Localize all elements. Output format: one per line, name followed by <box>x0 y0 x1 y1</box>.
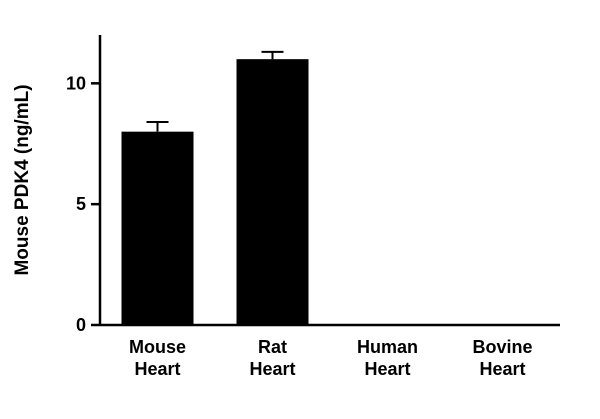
x-category-label: Heart <box>479 359 525 379</box>
x-category-label: Rat <box>258 337 287 357</box>
x-category-label: Human <box>357 337 418 357</box>
x-category-label: Mouse <box>129 337 186 357</box>
y-axis-title: Mouse PDK4 (ng/mL) <box>12 84 33 275</box>
x-category-label: Bovine <box>472 337 532 357</box>
bar-mouse-heart <box>121 131 194 325</box>
y-tick-label: 10 <box>66 73 86 93</box>
x-category-label: Heart <box>249 359 295 379</box>
bar-rat-heart <box>236 59 309 326</box>
x-category-label: Heart <box>364 359 410 379</box>
y-tick-label: 0 <box>76 315 86 335</box>
x-category-label: Heart <box>134 359 180 379</box>
y-tick-label: 5 <box>76 194 86 214</box>
